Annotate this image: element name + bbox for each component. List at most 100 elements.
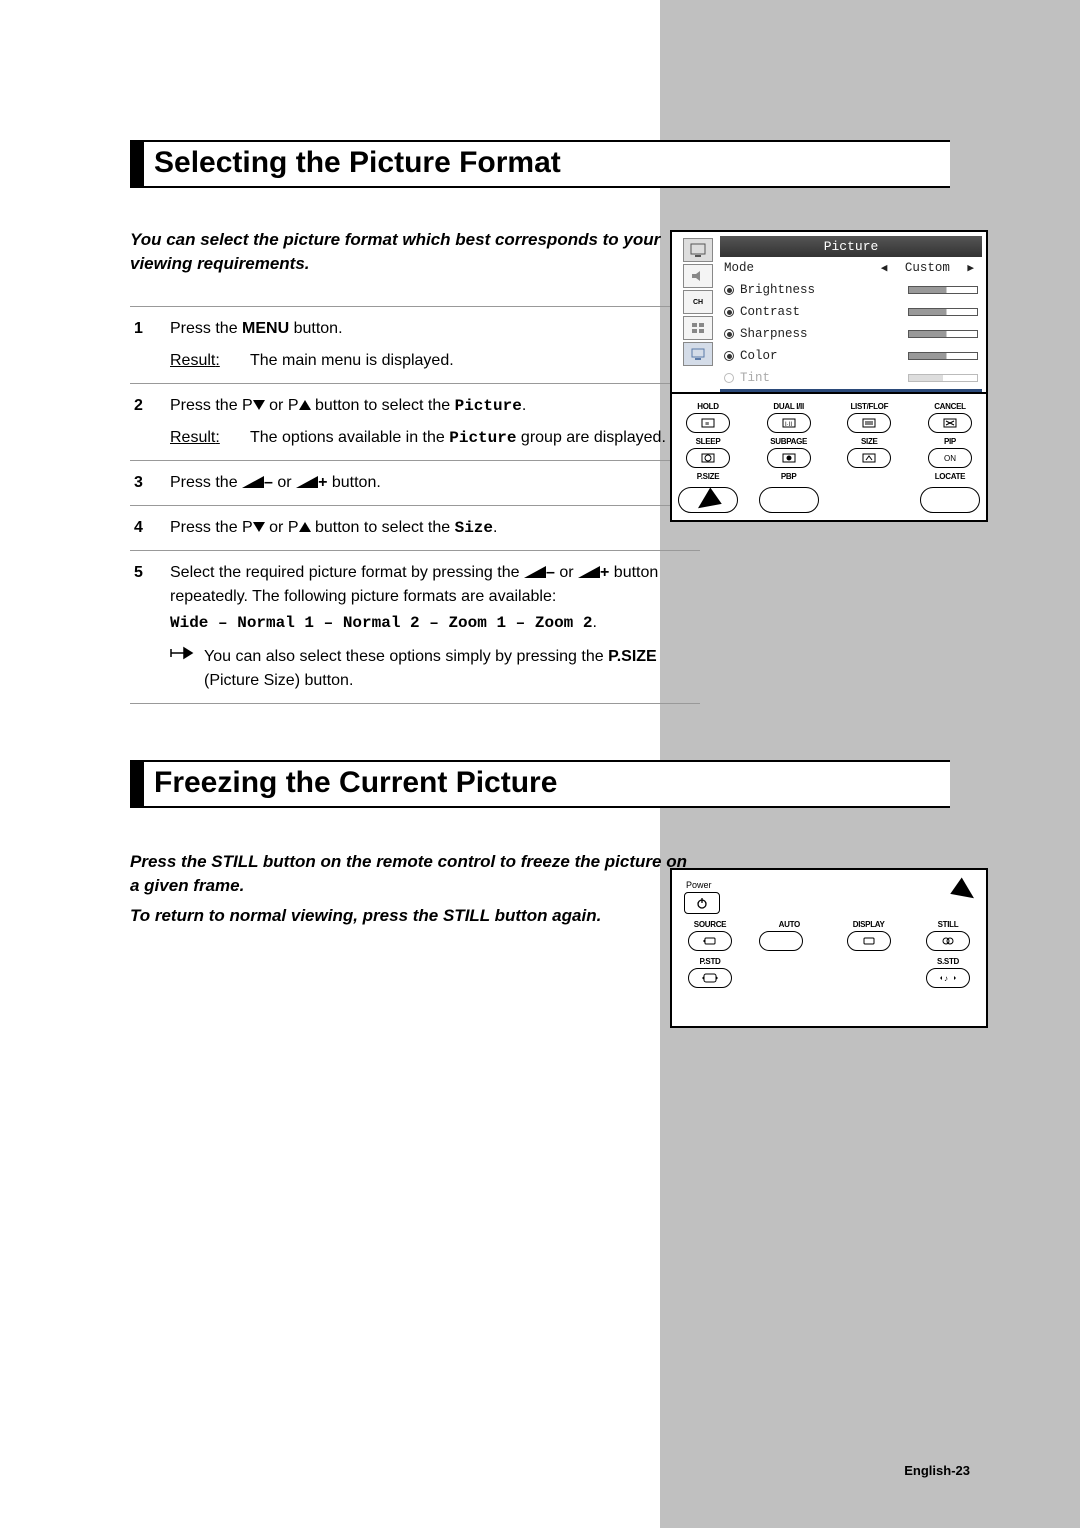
up-triangle-icon <box>299 400 311 410</box>
svg-text:≡: ≡ <box>705 421 709 428</box>
step-text: Press the MENU button. <box>170 320 343 337</box>
step-number: 2 <box>130 394 170 450</box>
result-text: The main menu is displayed. <box>250 349 454 373</box>
dual-button: I·II <box>767 413 811 433</box>
osd-label: Mode <box>724 261 877 275</box>
osd-tint-row: Tint <box>720 367 982 389</box>
remote-row: HOLD≡ DUAL I/III·II LIST/FLOF CANCEL <box>678 402 980 433</box>
display-button <box>847 931 891 951</box>
step-3: 3 Press the – or + button. <box>130 461 700 506</box>
note-text: You can also select these options simply… <box>204 645 700 693</box>
volume-up-icon <box>578 566 600 578</box>
osd-sharpness-row: Sharpness <box>720 323 982 345</box>
step-number: 3 <box>130 471 170 495</box>
slider-bar <box>908 330 978 338</box>
osd-tab-function-icon <box>683 316 713 340</box>
osd-tab-picture-icon <box>683 238 713 262</box>
up-triangle-icon <box>299 522 311 532</box>
radio-icon <box>724 285 734 295</box>
right-arrow-icon: ▶ <box>963 261 978 275</box>
power-button <box>684 892 720 914</box>
radio-icon <box>724 307 734 317</box>
svg-text:I·II: I·II <box>785 422 792 428</box>
pbp-button <box>759 487 819 513</box>
hold-button: ≡ <box>686 413 730 433</box>
volume-up-icon <box>296 476 318 488</box>
osd-value: Custom <box>891 261 963 275</box>
remote-row: P.STD S.STD♪ <box>680 957 978 988</box>
step-number: 1 <box>130 317 170 373</box>
page-number: English-23 <box>904 1463 970 1478</box>
remote-diagram-still: Power SOURCE AUTO DISPLAY STILL P.STD S.… <box>670 868 988 1028</box>
source-button <box>688 931 732 951</box>
pip-on-button: ON <box>928 448 972 468</box>
step-number: 4 <box>130 516 170 540</box>
size-button <box>847 448 891 468</box>
result-text: The options available in the Picture gro… <box>250 426 666 450</box>
section2-title: Freezing the Current Picture <box>144 760 573 808</box>
step-text: Press the P or P button to select the Pi… <box>170 397 526 414</box>
step-1: 1 Press the MENU button. Result: The mai… <box>130 307 700 384</box>
listflof-button <box>847 413 891 433</box>
radio-icon <box>724 373 734 383</box>
osd-color-row: Color <box>720 345 982 367</box>
locate-button <box>920 487 980 513</box>
osd-brightness-row: Brightness <box>720 279 982 301</box>
section1-intro: You can select the picture format which … <box>130 228 700 276</box>
down-triangle-icon <box>253 522 265 532</box>
volume-down-icon <box>524 566 546 578</box>
step-5: 5 Select the required picture format by … <box>130 551 700 704</box>
osd-tab-channel-icon: CH <box>683 290 713 314</box>
step-body: Press the – or + button. <box>170 471 700 495</box>
slider-bar <box>908 374 978 382</box>
note-row: You can also select these options simply… <box>170 645 700 693</box>
format-list: Wide – Normal 1 – Normal 2 – Zoom 1 – Zo… <box>170 611 700 635</box>
osd-tab-setup-icon <box>683 342 713 366</box>
section1-title: Selecting the Picture Format <box>144 140 577 188</box>
step-body: Select the required picture format by pr… <box>170 561 700 693</box>
section1-body: You can select the picture format which … <box>130 228 700 704</box>
osd-item-list: Picture Mode ◀ Custom ▶ Brightness Contr… <box>720 236 982 411</box>
osd-title: Picture <box>720 236 982 257</box>
result-row: Result: The main menu is displayed. <box>170 349 700 373</box>
step-2: 2 Press the P or P button to select the … <box>130 384 700 461</box>
section2-intro1: Press the STILL button on the remote con… <box>130 850 700 898</box>
title-ornament <box>130 140 144 188</box>
manual-page: Selecting the Picture Format You can sel… <box>0 0 1080 1528</box>
osd-picture-menu: CH Picture Mode ◀ Custom ▶ Brightness <box>670 230 988 417</box>
slider-bar <box>908 352 978 360</box>
sstd-button: ♪ <box>926 968 970 988</box>
step-body: Press the MENU button. Result: The main … <box>170 317 700 373</box>
section2-intro2: To return to normal viewing, press the S… <box>130 904 700 928</box>
section2-body: Press the STILL button on the remote con… <box>130 850 700 957</box>
osd-tab-sound-icon <box>683 264 713 288</box>
radio-icon <box>724 351 734 361</box>
remote-diagram-psize: HOLD≡ DUAL I/III·II LIST/FLOF CANCEL SLE… <box>670 392 988 522</box>
remote-row: SOURCE AUTO DISPLAY STILL <box>680 920 978 951</box>
section2-title-bar: Freezing the Current Picture <box>130 760 950 808</box>
volume-down-icon <box>242 476 264 488</box>
result-label: Result: <box>170 349 250 373</box>
step-body: Press the P or P button to select the Pi… <box>170 394 700 450</box>
down-triangle-icon <box>253 400 265 410</box>
result-row: Result: The options available in the Pic… <box>170 426 700 450</box>
pstd-button <box>688 968 732 988</box>
result-label: Result: <box>170 426 250 450</box>
subpage-button <box>767 448 811 468</box>
radio-icon <box>724 329 734 339</box>
remote-row: P.SIZE PBP LOCATE <box>678 472 980 483</box>
still-button <box>926 931 970 951</box>
remote-row: SLEEP SUBPAGE SIZE PIPON <box>678 437 980 468</box>
remote-big-row <box>678 487 980 513</box>
left-arrow-icon: ◀ <box>877 261 892 275</box>
osd-body: CH Picture Mode ◀ Custom ▶ Brightness <box>676 236 982 411</box>
step-number: 5 <box>130 561 170 693</box>
slider-bar <box>908 286 978 294</box>
title-rule <box>577 140 950 188</box>
title-ornament <box>130 760 144 808</box>
title-rule <box>573 760 950 808</box>
slider-bar <box>908 308 978 316</box>
auto-button <box>759 931 803 951</box>
cancel-button <box>928 413 972 433</box>
osd-side-icons: CH <box>676 236 720 411</box>
